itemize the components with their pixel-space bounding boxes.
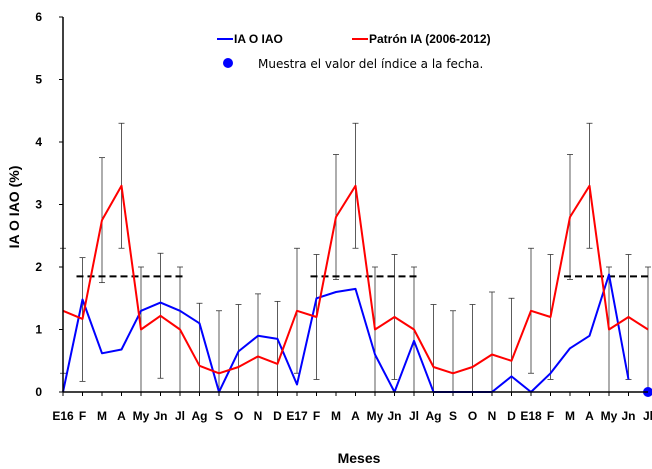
- y-axis-title: IA O IAO (%): [6, 166, 22, 249]
- x-tick-label: Jl: [643, 409, 652, 423]
- x-tick-label: O: [234, 409, 243, 423]
- x-tick-label: O: [468, 409, 477, 423]
- y-tick-label: 2: [35, 260, 42, 274]
- legend: IA O IAO Patrón IA (2006-2012) Muestra e…: [217, 32, 491, 71]
- x-tick-label: D: [273, 409, 282, 423]
- y-axis-ticks: 0 1 2 3 4 5 6: [35, 10, 63, 399]
- x-tick-label: Jn: [153, 409, 167, 423]
- series-line: [62, 184, 649, 375]
- series-line: [62, 273, 630, 393]
- y-tick-label: 0: [35, 385, 42, 399]
- x-tick-label: M: [97, 409, 107, 423]
- x-tick-label: S: [215, 409, 223, 423]
- y-tick-label: 3: [35, 198, 42, 212]
- x-tick-label: E18: [520, 409, 542, 423]
- x-tick-label: Jn: [387, 409, 401, 423]
- x-tick-label: Jl: [409, 409, 419, 423]
- y-tick-label: 6: [35, 10, 42, 24]
- x-tick-label: My: [133, 409, 150, 423]
- x-tick-label: E16: [52, 409, 74, 423]
- legend-dot-icon: [223, 58, 233, 68]
- y-tick-label: 4: [35, 135, 42, 149]
- x-tick-label: S: [449, 409, 457, 423]
- x-tick-label: M: [331, 409, 341, 423]
- x-tick-label: A: [117, 409, 126, 423]
- x-tick-label: Jn: [621, 409, 635, 423]
- legend-label-patron: Patrón IA (2006-2012): [369, 32, 491, 46]
- x-tick-label: F: [313, 409, 320, 423]
- x-tick-label: Ag: [426, 409, 442, 423]
- x-tick-label: N: [254, 409, 263, 423]
- legend-label-ia: IA O IAO: [234, 32, 283, 46]
- x-tick-label: My: [367, 409, 384, 423]
- x-tick-label: D: [507, 409, 516, 423]
- x-tick-label: M: [565, 409, 575, 423]
- y-tick-label: 1: [35, 323, 42, 337]
- x-tick-label: E17: [286, 409, 308, 423]
- x-tick-label: N: [488, 409, 497, 423]
- x-tick-label: My: [601, 409, 618, 423]
- x-axis-title: Meses: [338, 450, 381, 466]
- x-tick-label: A: [585, 409, 594, 423]
- legend-note: Muestra el valor del índice a la fecha.: [258, 57, 483, 71]
- x-axis-ticks: E16 F M A My Jn Jl Ag S O N D E17 F M A My Jn Jl Ag S O N D E18 F…: [52, 392, 652, 423]
- x-tick-label: Ag: [192, 409, 208, 423]
- x-tick-label: F: [79, 409, 86, 423]
- y-tick-label: 5: [35, 73, 42, 87]
- x-tick-label: F: [547, 409, 554, 423]
- x-tick-label: A: [351, 409, 360, 423]
- series-lines: [62, 184, 649, 393]
- axes: [62, 17, 648, 393]
- x-tick-label: Jl: [175, 409, 185, 423]
